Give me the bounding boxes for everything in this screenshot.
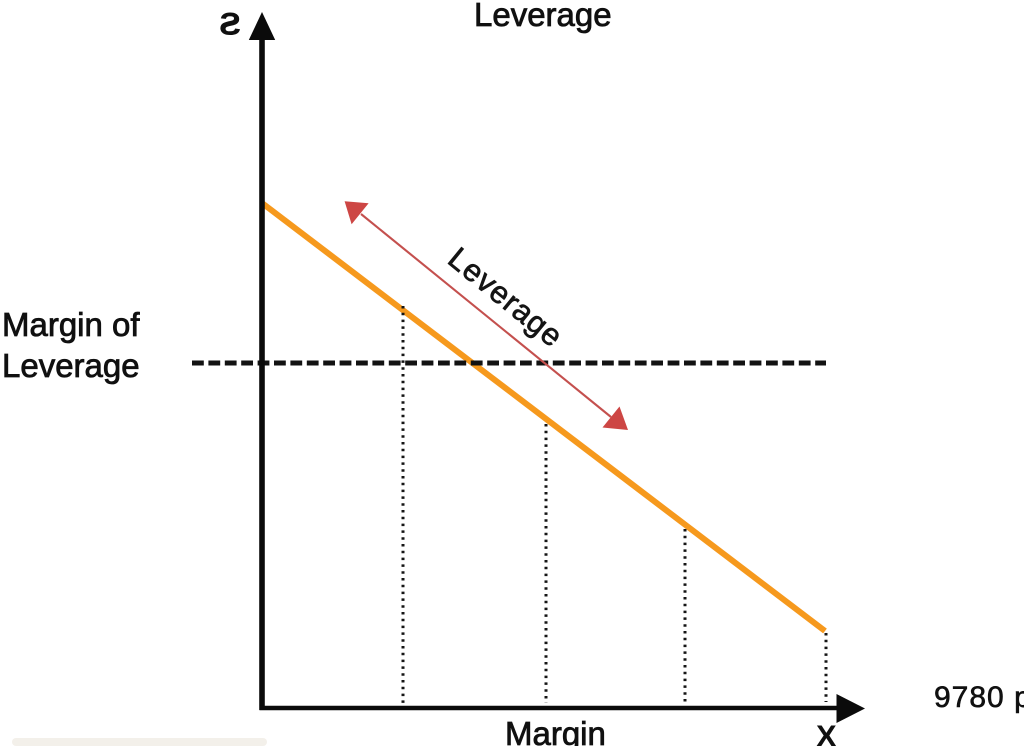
svg-text:Margin: Margin (505, 715, 606, 746)
svg-text:9780 pc: 9780 pc (934, 681, 1024, 714)
svg-text:Leverage: Leverage (2, 347, 140, 384)
svg-text:Margin of: Margin of (2, 306, 140, 343)
svg-text:X: X (816, 718, 837, 746)
svg-text:s: s (219, 0, 242, 44)
svg-text:Leverage: Leverage (474, 0, 612, 33)
